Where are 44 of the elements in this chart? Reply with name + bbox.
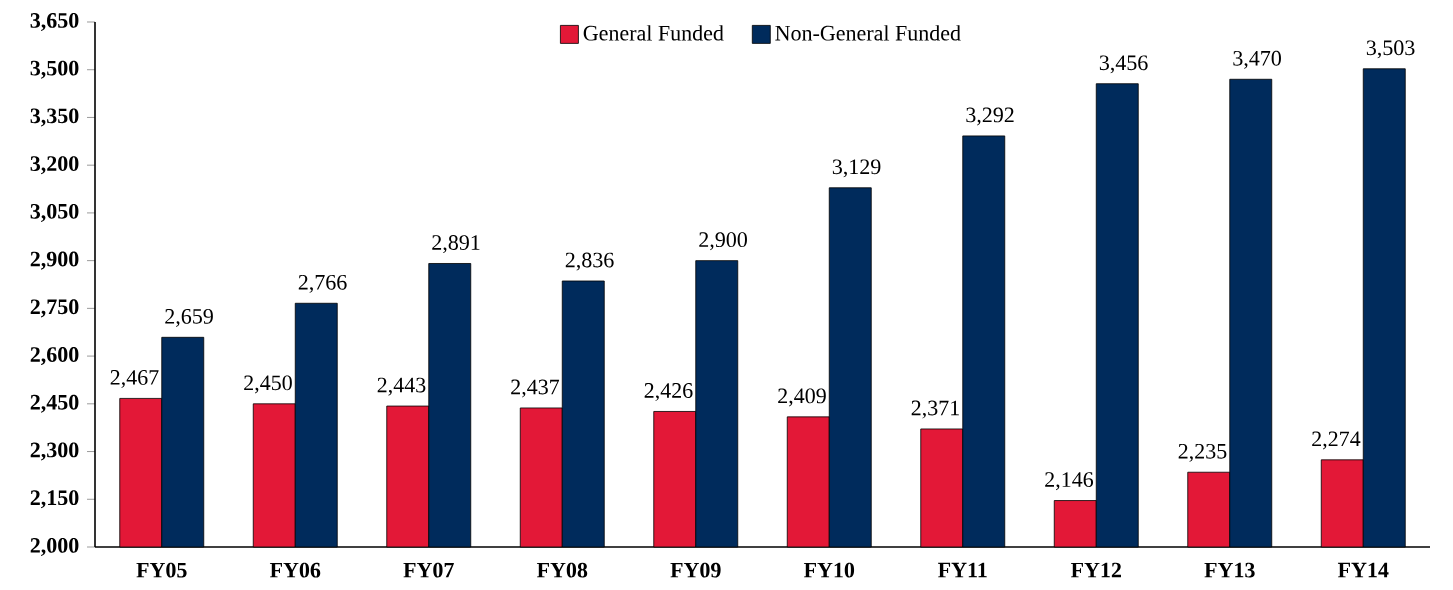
y-tick-label: 2,300 bbox=[30, 442, 79, 461]
data-label: 2,891 bbox=[432, 235, 480, 254]
data-label: 2,274 bbox=[1312, 431, 1361, 450]
x-tick-label: FY06 bbox=[269, 562, 321, 578]
legend-label: General Funded bbox=[583, 25, 724, 41]
data-label: 2,467 bbox=[110, 370, 159, 388]
x-tick-label: FY09 bbox=[670, 562, 721, 578]
y-tick-label: 3,050 bbox=[30, 203, 79, 222]
data-label: 2,371 bbox=[911, 400, 959, 419]
x-tick-label: FY14 bbox=[1337, 562, 1389, 578]
x-tick-label: FY08 bbox=[536, 562, 588, 578]
y-tick-label: 3,650 bbox=[30, 12, 79, 32]
y-tick-label: 3,200 bbox=[30, 156, 79, 175]
data-label: 2,900 bbox=[699, 232, 747, 251]
x-tick-label: FY10 bbox=[803, 562, 855, 578]
y-tick-label: 3,500 bbox=[30, 60, 79, 79]
data-label: 3,129 bbox=[832, 159, 881, 178]
data-label: 2,437 bbox=[511, 379, 560, 398]
y-tick-label: 2,000 bbox=[30, 537, 79, 557]
data-label: 2,409 bbox=[778, 388, 826, 407]
data-label: 2,426 bbox=[644, 383, 693, 402]
data-label: 3,456 bbox=[1099, 55, 1148, 74]
data-label: 2,450 bbox=[244, 375, 292, 394]
data-label: 2,836 bbox=[565, 252, 614, 271]
data-label: 2,235 bbox=[1178, 443, 1227, 462]
y-tick-label: 2,900 bbox=[30, 251, 79, 270]
legend-label: Non-General Funded bbox=[775, 25, 961, 41]
data-label: 3,470 bbox=[1233, 50, 1281, 69]
data-label: 3,503 bbox=[1366, 40, 1415, 59]
y-tick-label: 2,600 bbox=[30, 347, 79, 366]
y-tick-label: 2,450 bbox=[30, 394, 79, 413]
data-label: 2,659 bbox=[165, 308, 213, 327]
data-label: 2,443 bbox=[377, 377, 426, 396]
data-label: 2,766 bbox=[298, 274, 347, 293]
y-tick-label: 2,150 bbox=[30, 490, 79, 509]
data-label: 3,292 bbox=[966, 107, 1014, 126]
y-tick-label: 3,350 bbox=[30, 108, 79, 127]
y-tick-label: 2,750 bbox=[30, 299, 79, 318]
x-tick-label: FY11 bbox=[938, 562, 987, 578]
x-tick-label: FY12 bbox=[1070, 562, 1121, 578]
x-tick-label: FY13 bbox=[1204, 562, 1255, 578]
x-tick-label: FY07 bbox=[403, 562, 454, 578]
data-label: 2,146 bbox=[1045, 472, 1094, 491]
x-tick-label: FY05 bbox=[136, 562, 187, 578]
